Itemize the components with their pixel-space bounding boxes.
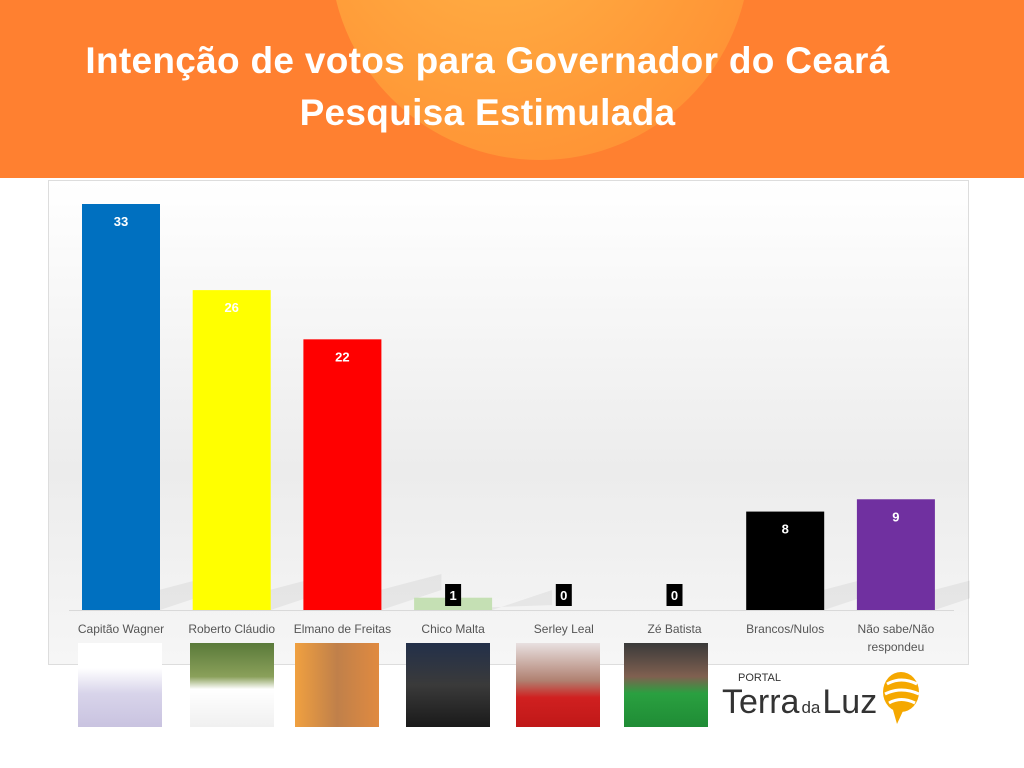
x-tick-label: Elmano de Freitas bbox=[294, 622, 391, 636]
candidate-photo-elmano-de-freitas bbox=[295, 643, 379, 727]
page-title: Intenção de votos para Governador do Cea… bbox=[85, 40, 890, 81]
candidate-photo-ze-batista bbox=[624, 643, 708, 727]
x-tick-label: respondeu bbox=[868, 640, 925, 654]
data-label: 22 bbox=[335, 349, 349, 364]
logo-portal-text: PORTAL bbox=[738, 672, 781, 684]
x-tick-label: Roberto Cláudio bbox=[188, 622, 275, 636]
page-subtitle: Pesquisa Estimulada bbox=[299, 92, 676, 133]
logo-wordmark: PORTAL Terra da Luz bbox=[722, 672, 877, 726]
x-tick-label: Não sabe/Não bbox=[858, 622, 935, 636]
data-label-box bbox=[555, 584, 572, 606]
x-tick-label: Chico Malta bbox=[421, 622, 485, 636]
bar-1 bbox=[192, 290, 271, 610]
bar-7 bbox=[856, 499, 935, 610]
x-tick-label: Serley Leal bbox=[534, 622, 594, 636]
x-tick-label: Zé Batista bbox=[647, 622, 701, 636]
data-label: 1 bbox=[449, 588, 456, 603]
header-banner: Intenção de votos para Governador do Cea… bbox=[0, 0, 1024, 178]
bar-shadow bbox=[414, 590, 553, 610]
data-label: 0 bbox=[671, 588, 678, 603]
candidate-photo-chico-malta bbox=[406, 643, 490, 727]
x-tick-label: Capitão Wagner bbox=[78, 622, 164, 636]
logo-globe-icon bbox=[883, 672, 920, 724]
bar-0 bbox=[82, 204, 160, 610]
data-label: 0 bbox=[560, 588, 567, 603]
bar-6 bbox=[746, 511, 825, 610]
bar-chart: 33 Capitão Wagner 26 Roberto Cláudio 22 Elman… bbox=[69, 204, 970, 654]
data-label: 26 bbox=[224, 300, 238, 315]
candidate-photo-roberto-claudio bbox=[190, 643, 274, 727]
x-tick-label: Brancos/Nulos bbox=[746, 622, 824, 636]
data-label-box bbox=[445, 584, 462, 606]
data-label: 9 bbox=[892, 509, 899, 524]
candidate-photo-capitao-wagner bbox=[78, 643, 162, 727]
portal-terra-da-luz-logo: PORTAL Terra da Luz bbox=[722, 670, 962, 726]
bar-2 bbox=[303, 339, 382, 610]
data-label-box bbox=[666, 584, 683, 606]
chart-panel: 33 Capitão Wagner 26 Roberto Cláudio 22 Elman… bbox=[48, 180, 970, 665]
candidate-photo-serley-leal bbox=[516, 643, 600, 727]
data-label: 33 bbox=[114, 214, 128, 229]
logo-da-text: da bbox=[801, 698, 821, 717]
logo-luz-text: Luz bbox=[822, 683, 878, 721]
data-label: 8 bbox=[782, 522, 789, 537]
logo-terra-text: Terra bbox=[722, 683, 800, 721]
logo-main-row: Terra da Luz bbox=[722, 684, 877, 726]
